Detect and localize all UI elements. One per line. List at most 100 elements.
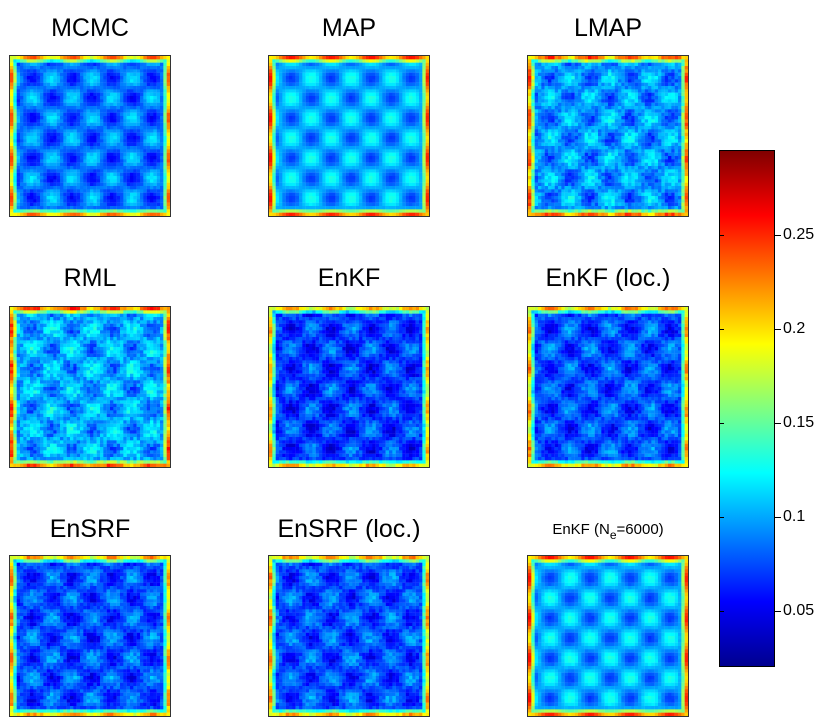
heatmap-cell <box>80 169 84 173</box>
heatmap-cell <box>402 186 406 190</box>
heatmap-cell <box>269 146 273 150</box>
heatmap-cell <box>133 72 137 77</box>
heatmap-cell <box>103 212 107 216</box>
heatmap-cell <box>73 122 77 127</box>
heatmap-cell <box>309 92 313 97</box>
heatmap-cell <box>103 126 107 130</box>
heatmap-cell <box>395 66 400 70</box>
heatmap-cell <box>332 122 336 127</box>
heatmap-cell <box>50 132 54 137</box>
heatmap-cell <box>166 59 170 63</box>
heatmap-cell <box>292 169 296 173</box>
heatmap-cell <box>116 106 121 110</box>
heatmap-cell <box>315 149 320 153</box>
heatmap-cell <box>143 102 147 107</box>
heatmap-cell <box>123 66 127 70</box>
heatmap-cell <box>153 122 157 127</box>
heatmap-cell <box>285 166 290 170</box>
heatmap-cell <box>90 159 94 163</box>
heatmap-cell <box>83 109 87 113</box>
heatmap-cell <box>409 212 413 216</box>
heatmap-cell <box>322 136 326 140</box>
heatmap-cell <box>392 89 396 93</box>
heatmap-cell <box>299 129 303 133</box>
heatmap-cell <box>93 132 97 137</box>
heatmap-cell <box>392 159 396 163</box>
heatmap-cell <box>63 199 67 203</box>
heatmap-cell <box>399 129 403 133</box>
heatmap-cell <box>312 192 316 197</box>
heatmap-cell <box>355 186 360 190</box>
heatmap-cell <box>335 132 340 137</box>
heatmap-cell <box>110 92 114 97</box>
heatmap-cell <box>156 89 161 93</box>
heatmap-cell <box>385 189 390 193</box>
heatmap-cell <box>93 199 97 203</box>
heatmap-cell <box>285 82 290 87</box>
heatmap-cell <box>402 152 406 157</box>
heatmap-cell <box>160 126 164 130</box>
heatmap-cell <box>20 186 24 190</box>
heatmap-cell <box>126 109 131 113</box>
heatmap-cell <box>140 146 144 150</box>
heatmap-cell <box>13 109 17 113</box>
heatmap-cell <box>153 106 157 110</box>
heatmap-cell <box>40 92 44 97</box>
heatmap-cell <box>140 156 144 160</box>
heatmap-cell <box>110 69 114 73</box>
heatmap-cell <box>382 202 386 207</box>
heatmap-cell <box>123 136 127 140</box>
heatmap-cell <box>684 59 688 63</box>
heatmap-cell <box>56 202 61 207</box>
heatmap-cell <box>285 139 290 143</box>
heatmap-cell <box>419 186 423 190</box>
heatmap-cell <box>53 126 57 130</box>
heatmap-cell <box>40 76 44 80</box>
heatmap-cell <box>365 79 370 83</box>
heatmap-cell <box>295 156 300 160</box>
heatmap-cell <box>269 102 273 107</box>
heatmap-cell <box>372 142 376 147</box>
heatmap-cell <box>541 59 545 63</box>
heatmap-cell <box>166 172 170 177</box>
heatmap-cell <box>299 79 303 83</box>
heatmap-cell <box>644 69 649 73</box>
heatmap-cell <box>103 129 107 133</box>
heatmap-cell <box>10 116 14 120</box>
heatmap-cell <box>90 179 94 183</box>
heatmap-cell <box>392 136 396 140</box>
heatmap-cell <box>86 202 91 207</box>
heatmap-cell <box>412 86 416 90</box>
heatmap-cell <box>628 76 632 80</box>
heatmap-cell <box>40 79 44 83</box>
heatmap-cell <box>275 166 280 170</box>
heatmap-cell <box>299 176 303 180</box>
heatmap-cell <box>349 196 353 200</box>
heatmap-cell <box>332 189 336 193</box>
heatmap-cell <box>604 72 609 77</box>
heatmap-cell <box>106 189 111 193</box>
heatmap-cell <box>143 62 147 67</box>
heatmap-cell <box>153 149 157 153</box>
heatmap-cell <box>113 82 117 87</box>
heatmap-cell <box>305 99 310 103</box>
heatmap-cell <box>83 202 87 207</box>
heatmap-cell <box>684 56 688 60</box>
heatmap-cell <box>130 189 134 193</box>
heatmap-cell <box>349 189 353 193</box>
heatmap-cell <box>289 59 293 63</box>
heatmap-cell <box>325 72 330 77</box>
heatmap-cell <box>315 69 320 73</box>
heatmap-cell <box>46 159 51 163</box>
heatmap-cell <box>160 169 164 173</box>
heatmap-cell <box>362 132 366 137</box>
heatmap-cell <box>315 136 320 140</box>
heatmap-cell <box>402 56 406 60</box>
heatmap-cell <box>70 86 74 90</box>
heatmap-cell <box>365 152 370 157</box>
heatmap-cell <box>36 142 41 147</box>
heatmap-cell <box>120 92 124 97</box>
heatmap-cell <box>166 109 170 113</box>
heatmap-cell <box>136 96 141 100</box>
heatmap-cell <box>375 76 380 80</box>
